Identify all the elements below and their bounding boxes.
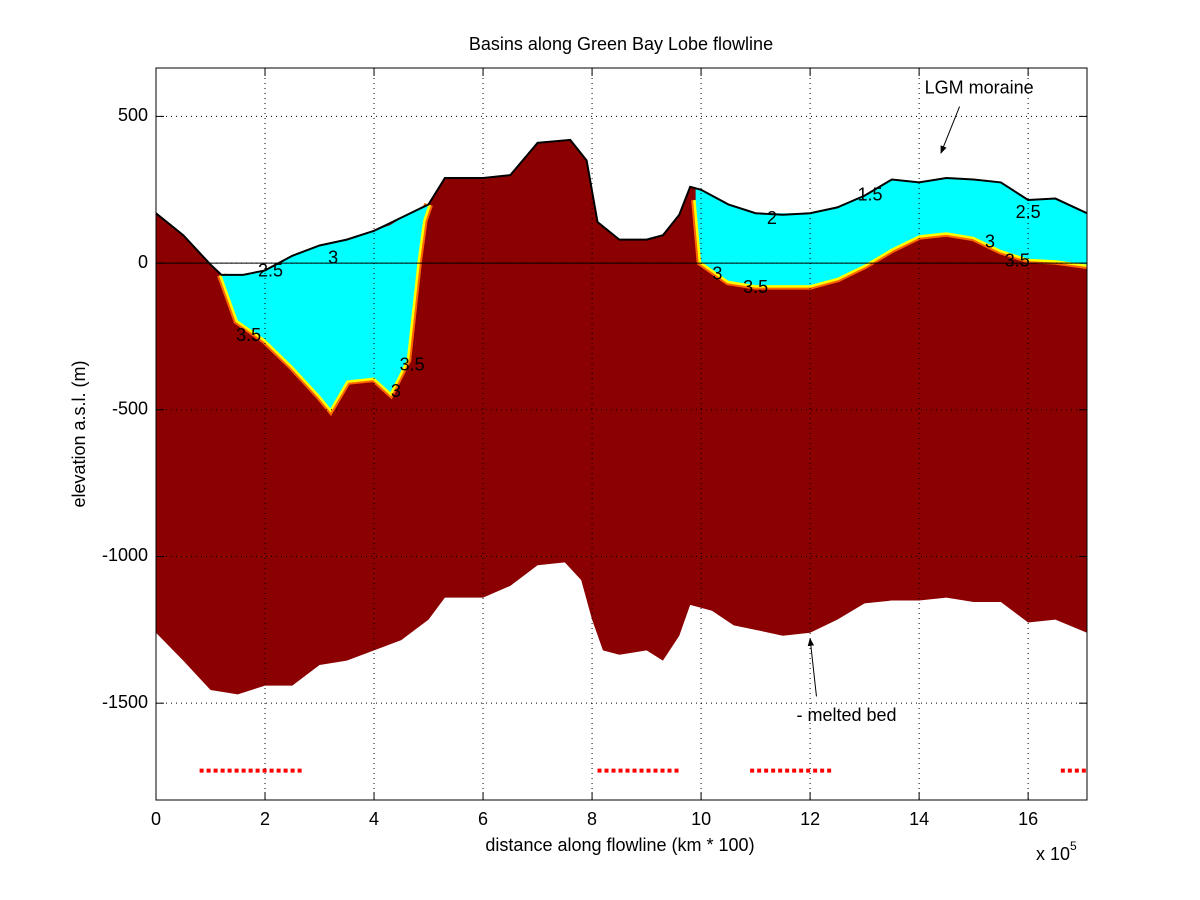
contour-label: 2: [767, 208, 777, 228]
x-tick-label: 10: [691, 809, 711, 829]
contour-label: 3: [712, 264, 722, 284]
annotation-arrow: [940, 106, 961, 154]
x-multiplier: x 105: [1036, 839, 1077, 864]
surface-line: [156, 138, 1087, 276]
annotation-arrow: [807, 637, 817, 697]
contour-label: 2.5: [258, 261, 283, 281]
contour-label: 2.5: [1016, 202, 1041, 222]
x-tick-label: 0: [151, 809, 161, 829]
chart-title: Basins along Green Bay Lobe flowline: [469, 34, 773, 54]
lake: [695, 178, 1087, 286]
x-tick-label: 16: [1018, 809, 1038, 829]
contour-label: 3.5: [400, 355, 425, 375]
x-tick-label: 8: [587, 809, 597, 829]
contour-label: 3: [391, 381, 401, 401]
x-tick-label: 4: [369, 809, 379, 829]
x-tick-label: 2: [260, 809, 270, 829]
x-tick-label: 14: [909, 809, 929, 829]
axes-box: [155, 67, 1088, 801]
contour-label: 3.5: [743, 277, 768, 297]
y-tick-label: -1000: [102, 545, 148, 565]
contour-label: 3: [328, 247, 338, 267]
contour-label: 3: [985, 231, 995, 251]
contour-label: 3.5: [1005, 250, 1030, 270]
x-multiplier-base: x 10: [1036, 844, 1070, 864]
contour-label: 1.5: [858, 184, 883, 204]
contour-label: 3.5: [236, 325, 261, 345]
y-tick-label: 500: [118, 105, 148, 125]
x-axis-label: distance along flowline (km * 100): [485, 835, 754, 855]
y-axis-label: elevation a.s.l. (m): [69, 360, 89, 507]
y-tick-label: -500: [112, 399, 148, 419]
x-tick-label: 12: [800, 809, 820, 829]
y-tick-label: 0: [138, 252, 148, 272]
x-multiplier-exponent: 5: [1070, 839, 1077, 853]
x-tick-label: 6: [478, 809, 488, 829]
annotation: - melted bed: [796, 705, 896, 725]
plot-area: 2.5 3 3.5 3.5 3 3 3.5 2 1.5 2.5 3 3.5: [156, 138, 1087, 773]
lake: [221, 204, 429, 409]
y-tick-label: -1500: [102, 692, 148, 712]
annotation: LGM moraine: [925, 77, 1034, 97]
